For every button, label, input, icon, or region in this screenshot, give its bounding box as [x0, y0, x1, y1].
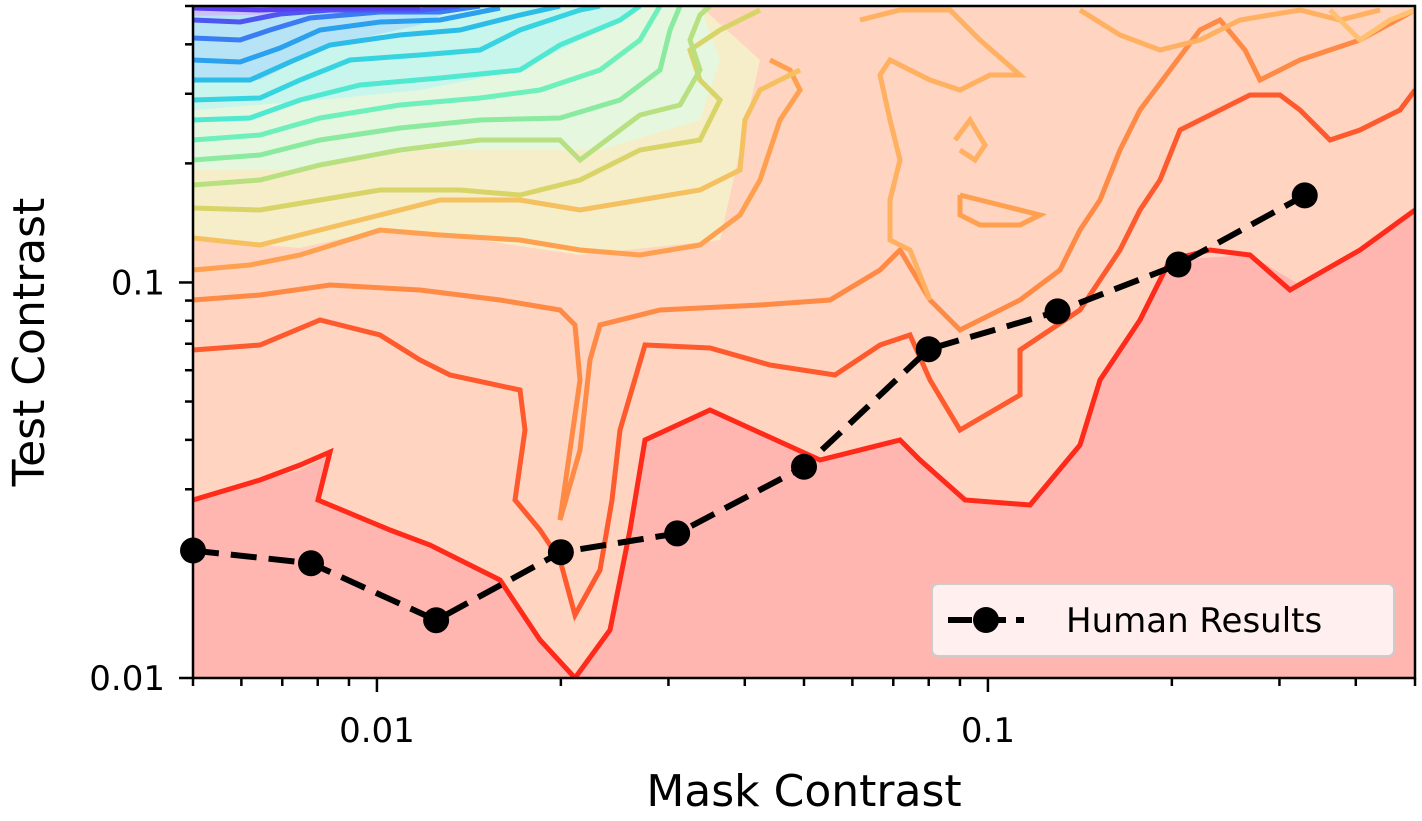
- data-point-human-results-7: [1044, 298, 1071, 325]
- data-point-human-results-4: [664, 520, 691, 547]
- contour-band-low: [193, 455, 575, 678]
- contour-line-13: [193, 6, 683, 163]
- contour-line-12: [193, 6, 712, 188]
- contour-line-20: [193, 6, 461, 25]
- contour-line-17: [193, 6, 561, 83]
- y-tick-label-0: 0.01: [89, 659, 165, 699]
- series-layer: [180, 182, 1318, 634]
- y-axis-title: Test Contrast: [4, 198, 55, 488]
- contour-line-2: [193, 88, 1415, 622]
- contour-line-7: [953, 115, 988, 164]
- data-point-human-results-3: [547, 539, 574, 566]
- contour-band-blue: [193, 6, 460, 80]
- data-point-human-results-6: [915, 336, 942, 363]
- y-tick-label-1: 0.1: [111, 263, 165, 303]
- contour-line-3: [193, 7, 1415, 521]
- contour-plot: [193, 6, 1415, 678]
- contour-line-18: [193, 6, 501, 65]
- contour-line-19: [193, 6, 481, 43]
- legend-marker-human-results: [973, 607, 999, 633]
- series-line-human-results: [192, 192, 1307, 624]
- contour-line-4: [193, 57, 803, 273]
- data-point-human-results-8: [1165, 251, 1192, 278]
- legend-box: [931, 583, 1395, 657]
- contour-line-6: [957, 192, 1048, 228]
- legend-label-human-results: Human Results: [1066, 601, 1322, 641]
- ticks-layer: [179, 4, 1417, 692]
- x-tick-label-0: 0.01: [339, 711, 415, 751]
- x-tick-label-1: 0.1: [961, 711, 1015, 751]
- contour-line-9: [1328, 7, 1415, 44]
- contour-line-5: [859, 7, 1027, 301]
- contour-line-15: [193, 6, 642, 123]
- x-axis-title: Mask Contrast: [646, 766, 961, 817]
- data-point-human-results-2: [423, 607, 450, 634]
- contour-line-11: [193, 7, 762, 213]
- legend: Human Results: [931, 583, 1395, 657]
- contour-band-low-right: [575, 210, 1415, 678]
- data-point-human-results-1: [297, 550, 324, 577]
- contour-line-16: [193, 6, 601, 103]
- contour-line-14: [193, 6, 663, 143]
- data-point-human-results-9: [1291, 182, 1318, 209]
- contour-line-8: [1078, 7, 1381, 53]
- contour-line-10: [193, 67, 802, 248]
- contour-line-21: [193, 6, 420, 13]
- data-point-human-results-5: [791, 453, 817, 480]
